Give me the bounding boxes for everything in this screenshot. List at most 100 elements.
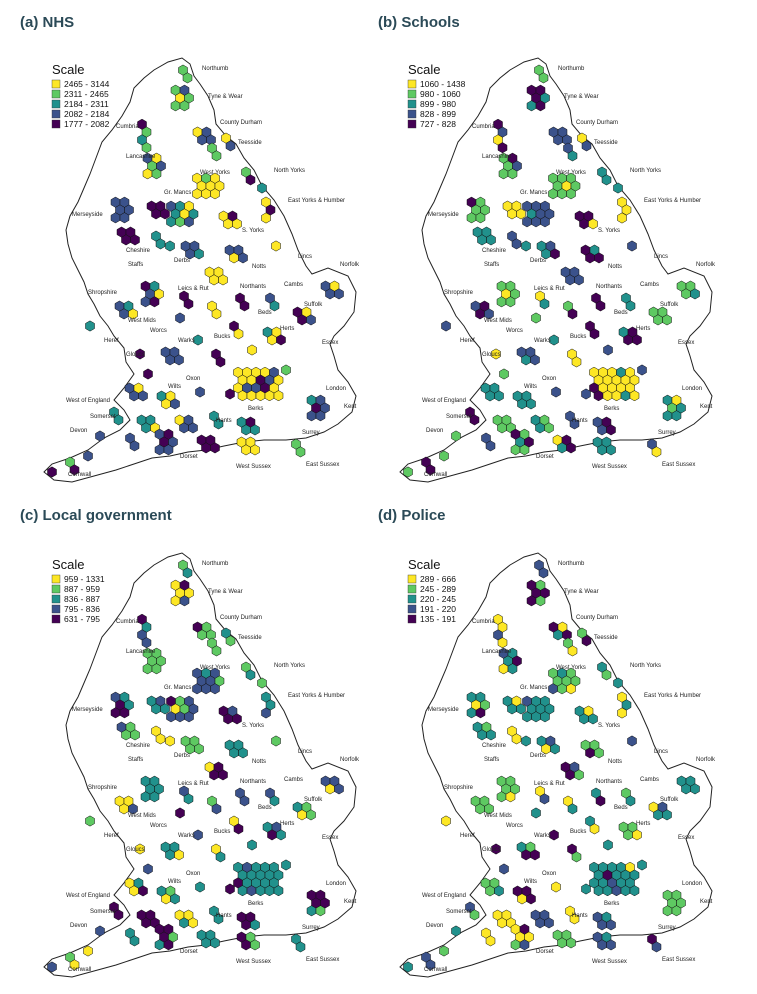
constituency-hex: [690, 288, 700, 300]
constituency-cluster: [498, 647, 522, 675]
legend-title: Scale: [408, 557, 441, 572]
region-label: Berks: [248, 406, 263, 412]
region-label: Essex: [322, 340, 338, 346]
constituency-hex: [485, 390, 495, 402]
region-label: Merseyside: [428, 212, 459, 218]
region-label: West of England: [422, 893, 466, 899]
region-label: Kent: [700, 404, 713, 410]
legend-label: 2311 - 2465: [64, 89, 109, 99]
constituency-cluster: [499, 863, 509, 875]
constituency-cluster: [403, 466, 413, 478]
constituency-cluster: [592, 931, 616, 951]
region-label: Leics & Rut: [178, 781, 209, 787]
constituency-cluster: [512, 390, 536, 410]
constituency-cluster: [592, 416, 616, 436]
constituency-hex: [538, 567, 549, 579]
constituency-cluster: [512, 885, 536, 905]
constituency-cluster: [178, 559, 193, 579]
region-label: Warks: [178, 338, 195, 344]
constituency-hex: [276, 829, 286, 841]
constituency-hex: [233, 823, 244, 835]
choropleth-map: Northumb Tyne & Wear Cumbria County Durham T…: [43, 57, 360, 483]
constituency-hex: [535, 422, 545, 434]
region-label: S. Yorks: [598, 723, 620, 729]
region-label: Norfolk: [696, 262, 716, 268]
constituency-hex: [566, 683, 576, 695]
constituency-hex: [595, 300, 606, 312]
constituency-hex: [174, 849, 184, 861]
constituency-hex: [151, 168, 162, 180]
constituency-cluster: [204, 266, 228, 286]
legend-label: 828 - 899: [420, 109, 456, 119]
constituency-hex: [250, 919, 260, 931]
constituency-cluster: [135, 843, 145, 855]
region-label: Wilts: [524, 879, 537, 885]
constituency-cluster: [156, 390, 180, 410]
constituency-cluster: [221, 132, 236, 152]
legend-label: 2184 - 2311: [64, 99, 109, 109]
panel-title: (a) NHS: [20, 14, 75, 31]
constituency-cluster: [647, 933, 662, 953]
constituency-hex: [557, 683, 567, 695]
constituency-cluster: [154, 428, 178, 456]
constituency-cluster: [499, 368, 509, 380]
constituency-hex: [516, 703, 526, 715]
constituency-cluster: [95, 925, 105, 937]
constituency-hex: [571, 356, 582, 368]
constituency-hex: [69, 464, 80, 476]
constituency-cluster: [530, 414, 554, 434]
constituency-hex: [129, 885, 139, 897]
region-label: Tyne & Wear: [564, 589, 599, 595]
constituency-cluster: [233, 366, 284, 402]
constituency-hex: [617, 212, 627, 224]
constituency-hex: [613, 677, 623, 689]
constituency-cluster: [498, 152, 522, 180]
legend-label: 1777 - 2082: [64, 119, 110, 129]
constituency-cluster: [257, 677, 267, 689]
region-label: Dorset: [180, 949, 198, 955]
constituency-hex: [588, 218, 598, 230]
region-label: West Mids: [484, 813, 512, 819]
constituency-hex: [170, 398, 180, 410]
constituency-hex: [507, 168, 518, 180]
constituency-cluster: [209, 410, 224, 430]
constituency-hex: [140, 791, 151, 803]
constituency-hex: [201, 188, 211, 200]
region-label: Lincs: [298, 254, 312, 260]
constituency-hex: [211, 150, 222, 162]
region-label: West Yorks: [556, 170, 586, 176]
constituency-cluster: [439, 450, 449, 462]
constituency-hex: [155, 733, 166, 745]
region-label: Suffolk: [660, 797, 679, 803]
constituency-hex: [83, 945, 93, 957]
region-label: Shropshire: [88, 290, 118, 296]
constituency-cluster: [516, 841, 540, 861]
constituency-hex: [201, 937, 211, 949]
constituency-hex: [505, 791, 516, 803]
constituency-cluster: [281, 364, 291, 376]
region-label: Worcs: [150, 823, 167, 829]
constituency-hex: [539, 298, 550, 310]
constituency-cluster: [621, 787, 636, 807]
region-label: Oxon: [542, 376, 556, 382]
region-label: Gr. Mancs: [164, 190, 191, 196]
constituency-cluster: [535, 785, 550, 805]
legend-label: 2082 - 2184: [64, 109, 110, 119]
constituency-hex: [551, 881, 561, 893]
constituency-cluster: [535, 290, 550, 310]
constituency-hex: [517, 398, 527, 410]
constituency-hex: [47, 466, 57, 478]
constituency-hex: [550, 248, 560, 260]
constituency-cluster: [85, 320, 95, 332]
constituency-hex: [551, 386, 561, 398]
constituency-cluster: [196, 434, 220, 454]
region-label: North Yorks: [630, 663, 661, 669]
constituency-cluster: [648, 801, 672, 821]
region-label: Shropshire: [88, 785, 118, 791]
region-label: Derbs: [530, 753, 546, 759]
region-label: West Mids: [128, 813, 156, 819]
constituency-hex: [451, 925, 461, 937]
constituency-hex: [95, 925, 105, 937]
constituency-hex: [179, 917, 189, 929]
constituency-hex: [566, 442, 576, 454]
